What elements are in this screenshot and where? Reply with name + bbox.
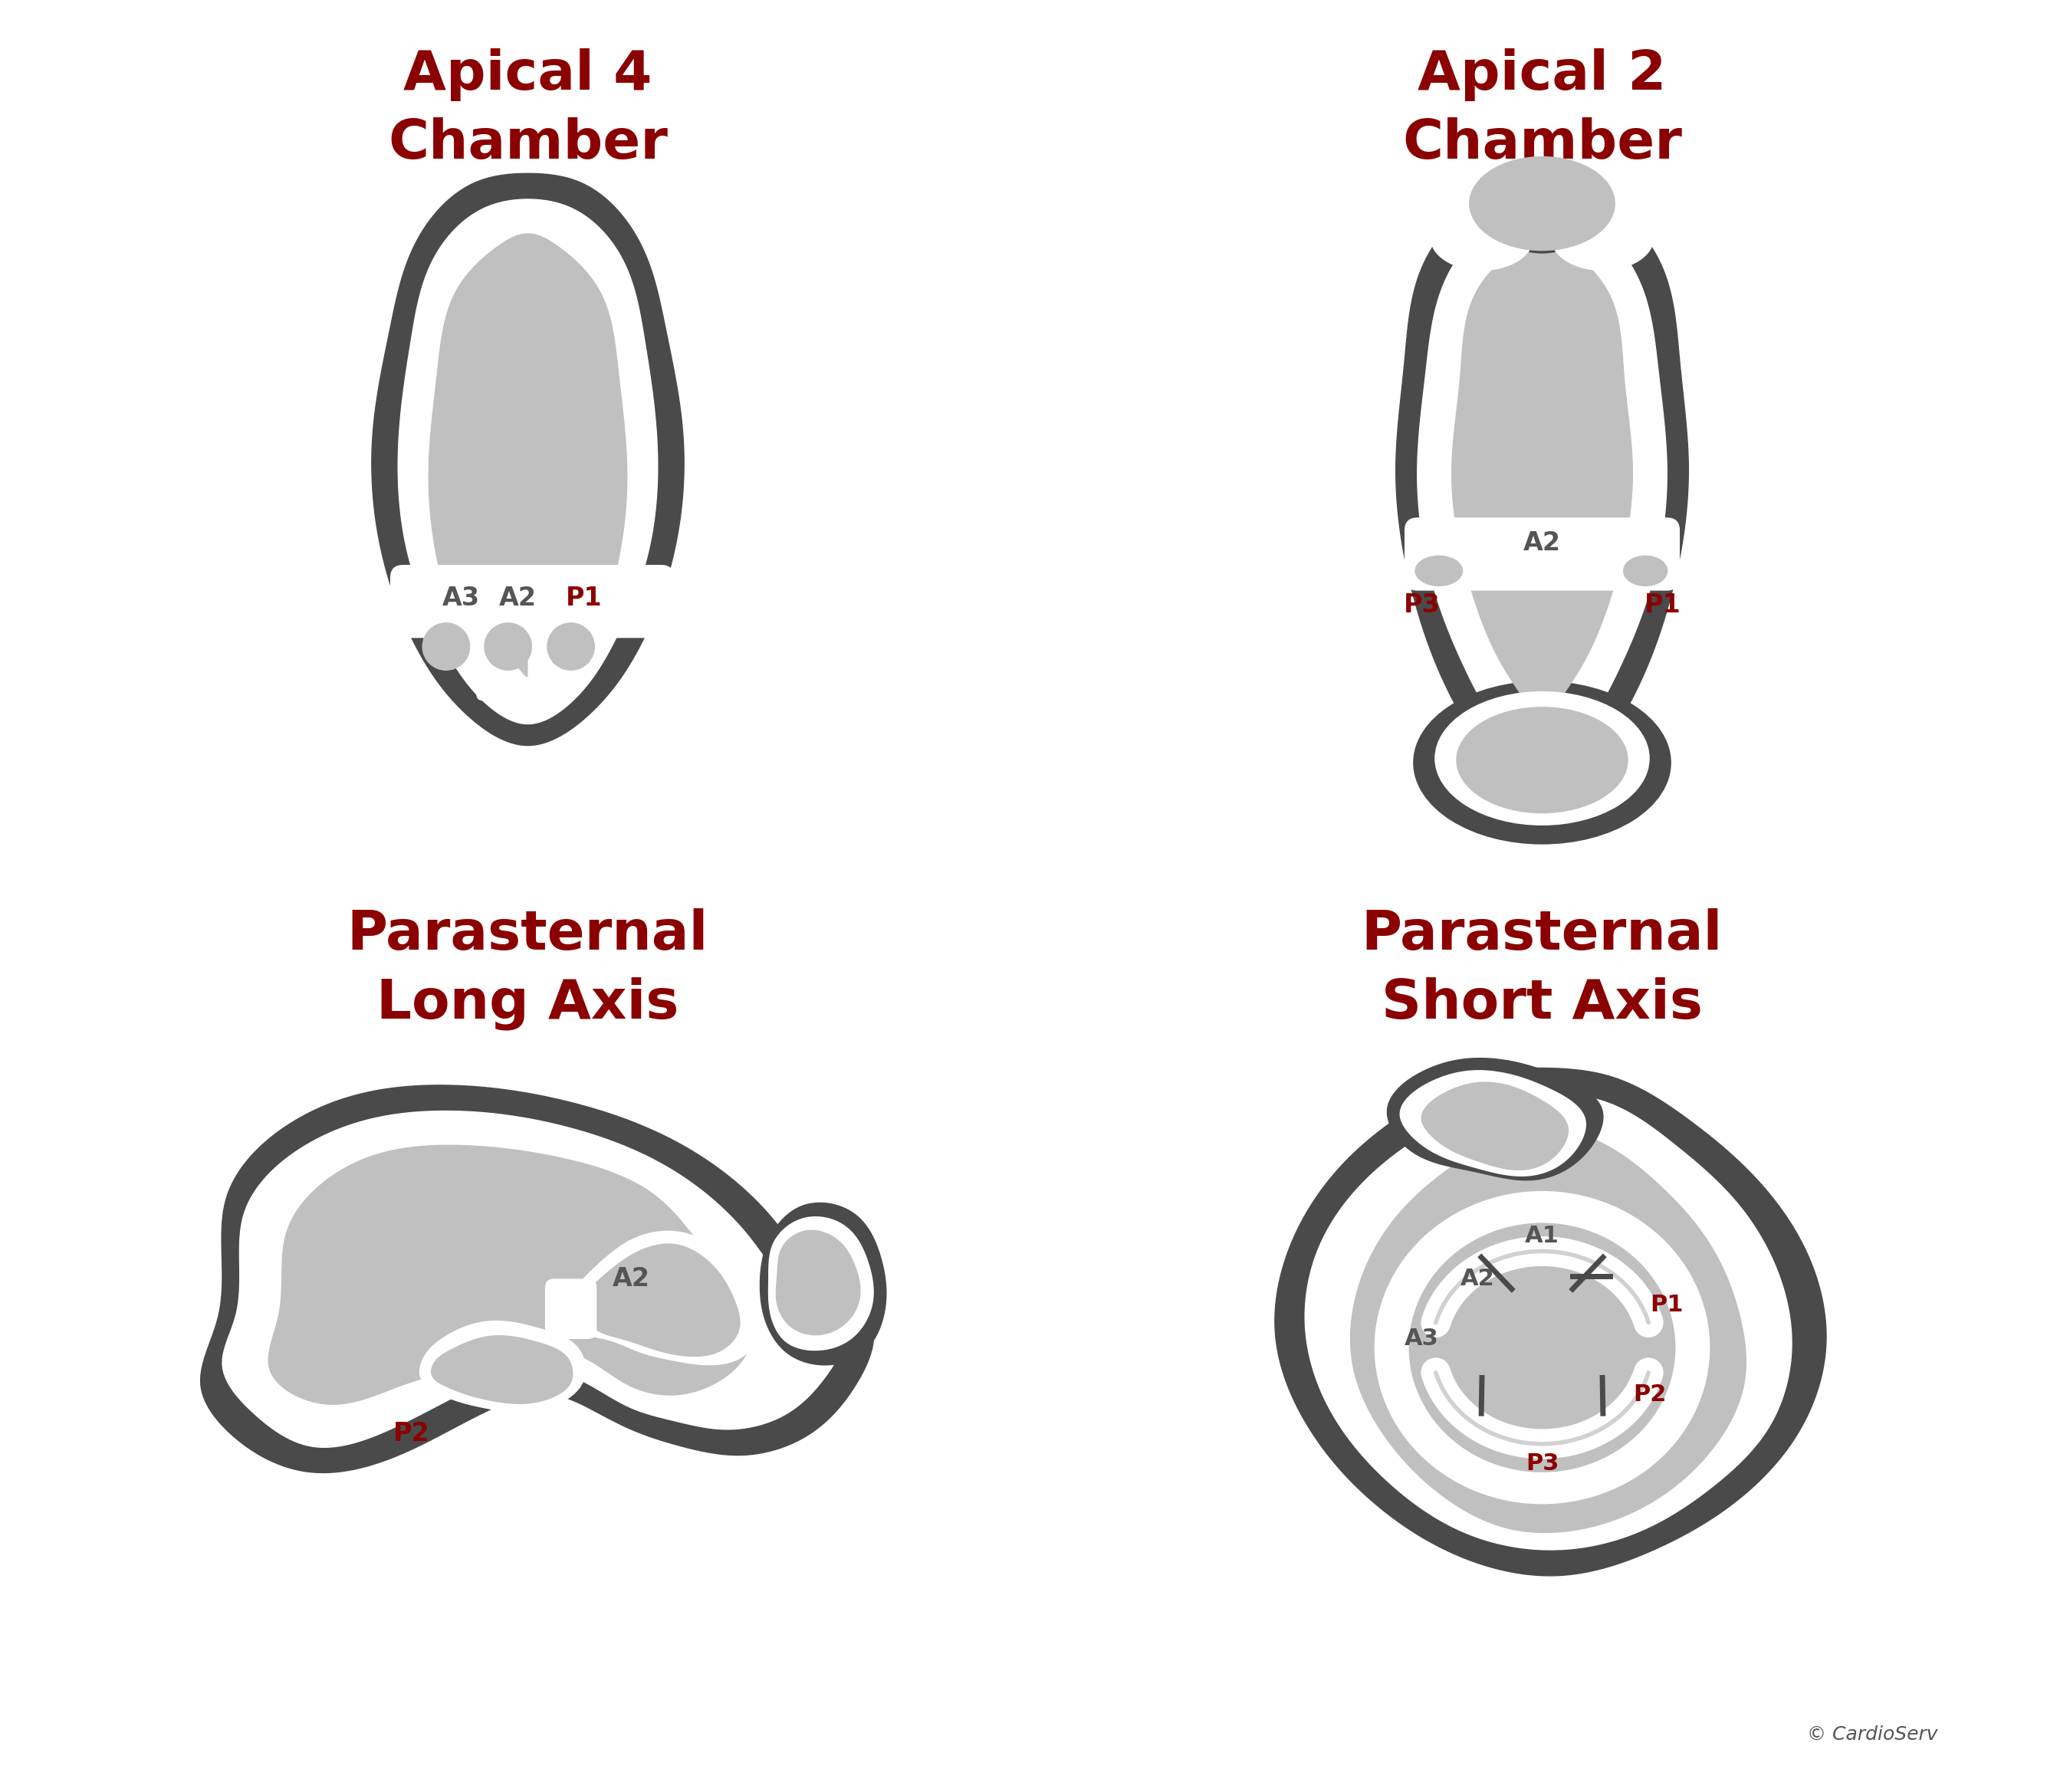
Text: Short Axis: Short Axis <box>1381 977 1704 1030</box>
Text: A3: A3 <box>1406 1328 1439 1349</box>
Polygon shape <box>1418 204 1666 749</box>
Polygon shape <box>428 233 627 676</box>
Text: Parasternal: Parasternal <box>1362 909 1722 961</box>
Ellipse shape <box>1435 692 1650 826</box>
Text: Apical 2: Apical 2 <box>1418 48 1666 100</box>
Text: A1: A1 <box>1526 1224 1559 1247</box>
FancyBboxPatch shape <box>1403 518 1681 591</box>
FancyBboxPatch shape <box>544 1279 596 1339</box>
FancyBboxPatch shape <box>476 606 511 701</box>
Text: P1: P1 <box>565 586 602 611</box>
Ellipse shape <box>1615 530 1677 573</box>
Text: Chamber: Chamber <box>1401 116 1683 170</box>
Polygon shape <box>1387 1059 1602 1181</box>
Wedge shape <box>551 600 590 620</box>
Polygon shape <box>1395 183 1689 776</box>
Text: Parasternal: Parasternal <box>348 909 708 961</box>
Text: Long Axis: Long Axis <box>377 977 679 1030</box>
Ellipse shape <box>1470 156 1615 251</box>
Polygon shape <box>569 1231 762 1366</box>
Wedge shape <box>489 600 528 620</box>
Text: A2: A2 <box>1524 530 1561 556</box>
Ellipse shape <box>1414 556 1463 586</box>
Polygon shape <box>201 1086 874 1473</box>
Polygon shape <box>1399 1070 1586 1176</box>
Text: P2: P2 <box>393 1421 431 1446</box>
Polygon shape <box>431 1335 573 1403</box>
Polygon shape <box>776 1231 861 1335</box>
Text: A2: A2 <box>613 1267 650 1292</box>
Text: A2: A2 <box>499 586 536 611</box>
Polygon shape <box>397 199 658 724</box>
Ellipse shape <box>1455 706 1629 814</box>
Polygon shape <box>1275 1068 1826 1575</box>
Ellipse shape <box>1623 556 1668 586</box>
Ellipse shape <box>1414 681 1670 844</box>
FancyBboxPatch shape <box>528 606 563 701</box>
Polygon shape <box>373 174 683 745</box>
Ellipse shape <box>484 622 532 670</box>
Ellipse shape <box>1410 1222 1675 1473</box>
Polygon shape <box>584 1244 739 1357</box>
Polygon shape <box>221 1111 842 1448</box>
Text: A2: A2 <box>1461 1267 1495 1290</box>
Polygon shape <box>768 1217 874 1349</box>
Polygon shape <box>1422 1082 1569 1170</box>
Wedge shape <box>426 600 466 620</box>
Polygon shape <box>420 1321 586 1412</box>
FancyBboxPatch shape <box>389 564 675 638</box>
Polygon shape <box>269 1145 753 1405</box>
Ellipse shape <box>1550 206 1654 271</box>
Ellipse shape <box>1374 1192 1710 1503</box>
Polygon shape <box>1304 1093 1793 1550</box>
Ellipse shape <box>422 622 470 670</box>
Text: P1: P1 <box>1650 1294 1683 1315</box>
Polygon shape <box>760 1202 886 1366</box>
Text: P3: P3 <box>1403 593 1441 618</box>
Ellipse shape <box>546 622 594 670</box>
Text: Chamber: Chamber <box>387 116 669 170</box>
Polygon shape <box>1350 1129 1745 1532</box>
Text: P3: P3 <box>1526 1453 1559 1475</box>
Text: P1: P1 <box>1644 593 1681 618</box>
Ellipse shape <box>1406 530 1472 573</box>
Text: A3: A3 <box>441 586 480 611</box>
Text: Apical 4: Apical 4 <box>404 48 652 100</box>
Text: © CardioServ: © CardioServ <box>1807 1726 1938 1744</box>
Text: P2: P2 <box>1633 1383 1666 1407</box>
Ellipse shape <box>1495 188 1590 253</box>
Polygon shape <box>1451 242 1633 719</box>
Ellipse shape <box>1430 206 1534 271</box>
